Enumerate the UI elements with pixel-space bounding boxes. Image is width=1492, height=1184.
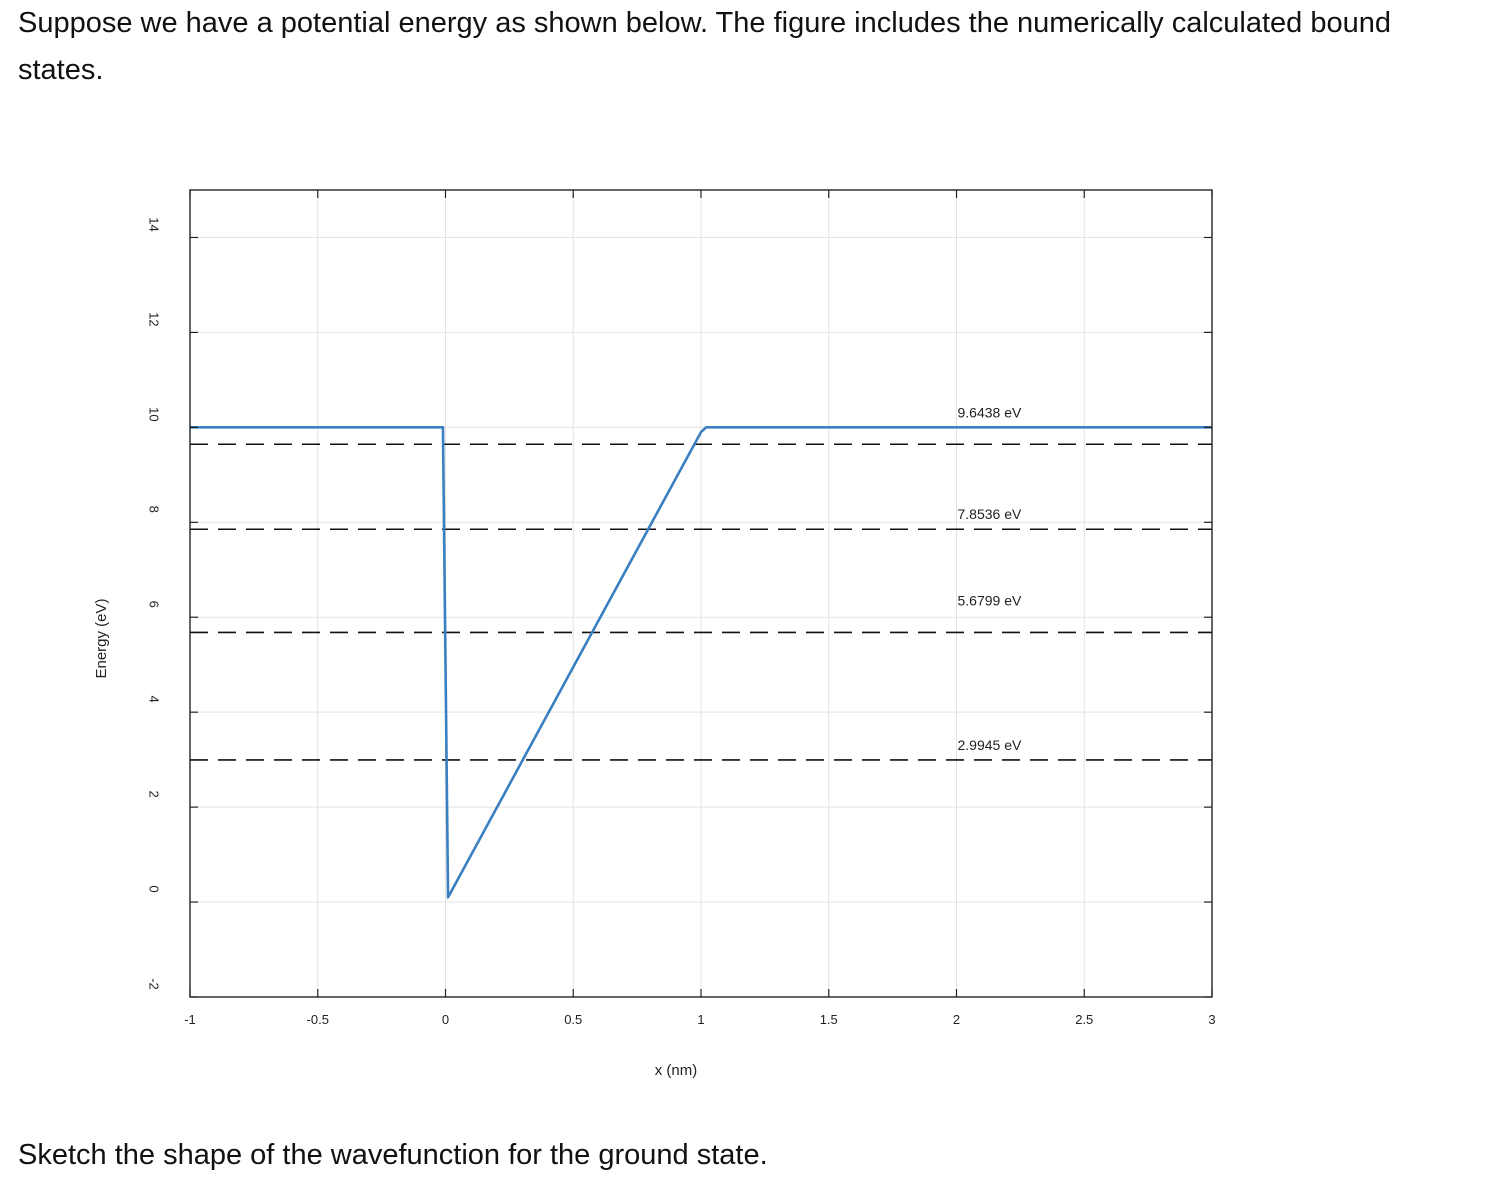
question-paragraph: Sketch the shape of the wavefunction for…	[18, 1139, 768, 1171]
x-tick-label: 1	[697, 1012, 704, 1027]
y-tick-label: 2	[147, 791, 162, 798]
y-axis-label: Energy (eV)	[93, 598, 110, 678]
y-tick-label: 0	[147, 885, 162, 892]
y-tick-label: 8	[147, 506, 162, 513]
bound-state-label-3: 5.6799 eV	[958, 592, 1022, 608]
y-tick-label: 6	[147, 601, 162, 608]
x-tick-label: 2.5	[1075, 1012, 1093, 1027]
bound-state-label-4: 2.9945 eV	[958, 737, 1022, 753]
bound-state-label-2: 7.8536 eV	[958, 506, 1022, 522]
x-tick-label: 0	[442, 1012, 449, 1027]
y-tick-label: 14	[147, 217, 162, 231]
x-tick-label: 3	[1208, 1012, 1215, 1027]
y-tick-label: 10	[147, 407, 162, 421]
x-tick-label: 0.5	[564, 1012, 582, 1027]
intro-paragraph: Suppose we have a potential energy as sh…	[18, 7, 1392, 86]
x-tick-label: -1	[184, 1012, 196, 1027]
y-tick-label: -2	[147, 978, 162, 990]
x-tick-label: -0.5	[307, 1012, 329, 1027]
x-axis-label: x (nm)	[655, 1062, 698, 1079]
potential-curve	[190, 426, 1212, 899]
y-tick-label: 4	[147, 696, 162, 703]
x-tick-label: 2	[953, 1012, 960, 1027]
x-tick-label: 1.5	[820, 1012, 838, 1027]
y-tick-label: 12	[147, 312, 162, 326]
bound-state-label-1: 9.6438 eV	[958, 404, 1022, 420]
